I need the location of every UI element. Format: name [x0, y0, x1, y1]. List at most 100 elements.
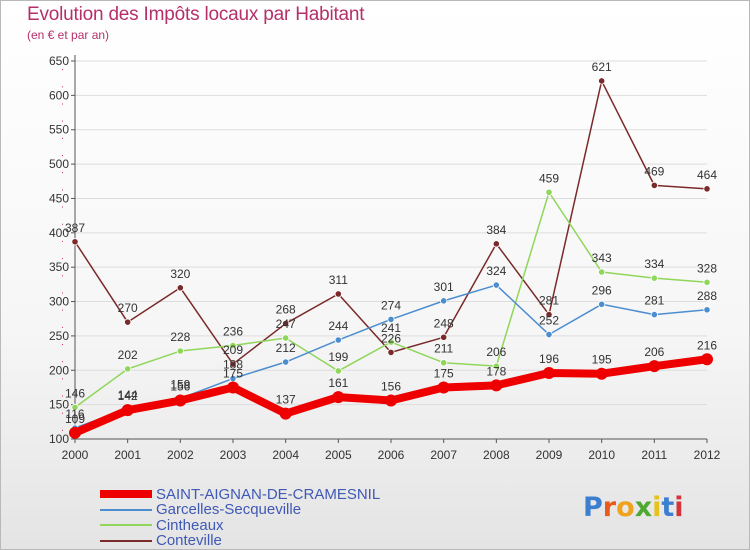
- data-label: 320: [170, 267, 190, 281]
- legend-item: SAINT-AIGNAN-DE-CRAMESNIL: [100, 485, 381, 503]
- data-label: 244: [328, 319, 348, 333]
- data-point: [71, 238, 79, 246]
- data-label: 206: [486, 345, 506, 359]
- data-point: [229, 341, 237, 350]
- data-label: 188: [223, 358, 243, 372]
- y-tick-label: 650: [49, 54, 69, 68]
- data-point: [282, 334, 290, 342]
- data-point: [69, 426, 81, 439]
- data-point: [492, 240, 500, 248]
- x-tick-label: 2002: [167, 448, 194, 462]
- data-label: 252: [539, 314, 559, 328]
- x-tick-label: 2000: [62, 448, 89, 462]
- data-label: 199: [328, 350, 348, 364]
- y-tick-label: 300: [49, 295, 69, 309]
- data-label: 206: [644, 345, 664, 359]
- data-label: 156: [381, 380, 401, 394]
- x-tick-label: 2001: [114, 448, 141, 462]
- data-label: 281: [644, 294, 664, 308]
- y-tick-label: 400: [49, 226, 69, 240]
- data-label: 241: [381, 321, 401, 335]
- data-point: [387, 348, 395, 357]
- data-point: [598, 77, 606, 85]
- data-point: [227, 381, 239, 394]
- legend-item: Conteville: [100, 532, 222, 549]
- data-point: [387, 315, 395, 324]
- data-point: [545, 330, 553, 339]
- data-point: [650, 311, 658, 319]
- data-label: 159: [170, 377, 190, 391]
- data-label: 116: [65, 407, 84, 421]
- data-point: [701, 353, 713, 366]
- data-point: [334, 336, 342, 344]
- data-label: 334: [644, 257, 664, 271]
- legend-swatch: [100, 490, 152, 498]
- data-label: 202: [118, 348, 138, 362]
- chart-title: Evolution des Impôts locaux par Habitant: [27, 4, 365, 25]
- data-label: 301: [434, 280, 454, 294]
- data-label: 236: [223, 325, 243, 339]
- x-tick-label: 2006: [378, 448, 405, 462]
- y-tick-label: 450: [49, 191, 69, 205]
- y-tick-label: 500: [49, 157, 69, 171]
- legend-swatch: [100, 508, 152, 511]
- data-label: 144: [118, 388, 138, 402]
- data-label: 175: [223, 366, 243, 380]
- data-point: [492, 281, 500, 289]
- data-point: [650, 181, 658, 189]
- legend-label: Cintheaux: [156, 516, 224, 534]
- data-label: 209: [223, 343, 243, 357]
- legend-item: Cintheaux: [100, 516, 224, 534]
- data-label: 161: [328, 376, 348, 390]
- data-label: 175: [434, 366, 454, 380]
- data-point: [598, 268, 606, 276]
- legend-swatch: [100, 539, 152, 542]
- legend-swatch: [100, 524, 152, 526]
- data-label: 328: [697, 261, 717, 275]
- data-point: [385, 394, 397, 407]
- data-label: 195: [592, 353, 612, 367]
- data-point: [492, 362, 500, 370]
- data-point: [703, 278, 711, 286]
- y-tick-label: 350: [49, 260, 69, 274]
- data-label: 156: [170, 380, 190, 394]
- x-tick-label: 2003: [220, 448, 247, 462]
- x-tick-label: 2005: [325, 448, 352, 462]
- x-tick-label: 2007: [430, 448, 457, 462]
- x-tick-label: 2004: [272, 448, 299, 462]
- data-label: 146: [65, 386, 85, 400]
- data-label: 469: [644, 164, 664, 178]
- data-point: [279, 407, 292, 420]
- data-label: 137: [276, 393, 296, 407]
- data-label: 324: [486, 264, 506, 278]
- data-label: 109: [65, 412, 85, 426]
- data-label: 228: [170, 330, 190, 344]
- y-tick-label: 250: [49, 329, 69, 343]
- x-tick-label: 2008: [483, 448, 510, 462]
- data-label: 387: [65, 221, 85, 235]
- data-label: 288: [697, 289, 717, 303]
- legend-label: Garcelles-Secqueville: [156, 501, 302, 518]
- x-tick-label: 2012: [694, 448, 721, 462]
- y-tick-label: 200: [49, 363, 69, 377]
- data-point: [440, 297, 448, 305]
- y-tick-label: 550: [49, 123, 69, 137]
- data-point: [595, 367, 608, 380]
- data-point: [176, 347, 184, 355]
- data-label: 226: [381, 331, 401, 345]
- data-label: 274: [381, 298, 401, 312]
- data-point: [440, 333, 448, 341]
- data-point: [598, 300, 606, 308]
- data-label: 247: [276, 317, 296, 331]
- data-label: 311: [329, 273, 348, 287]
- data-label: 178: [486, 364, 506, 378]
- y-tick-label: 150: [49, 398, 69, 412]
- x-tick-label: 2010: [588, 448, 615, 462]
- data-label: 270: [118, 301, 138, 315]
- data-label: 384: [486, 223, 506, 237]
- data-point: [174, 394, 187, 407]
- legend-label: SAINT-AIGNAN-DE-CRAMESNIL: [156, 485, 381, 503]
- data-label: 464: [697, 168, 717, 182]
- data-point: [121, 404, 134, 417]
